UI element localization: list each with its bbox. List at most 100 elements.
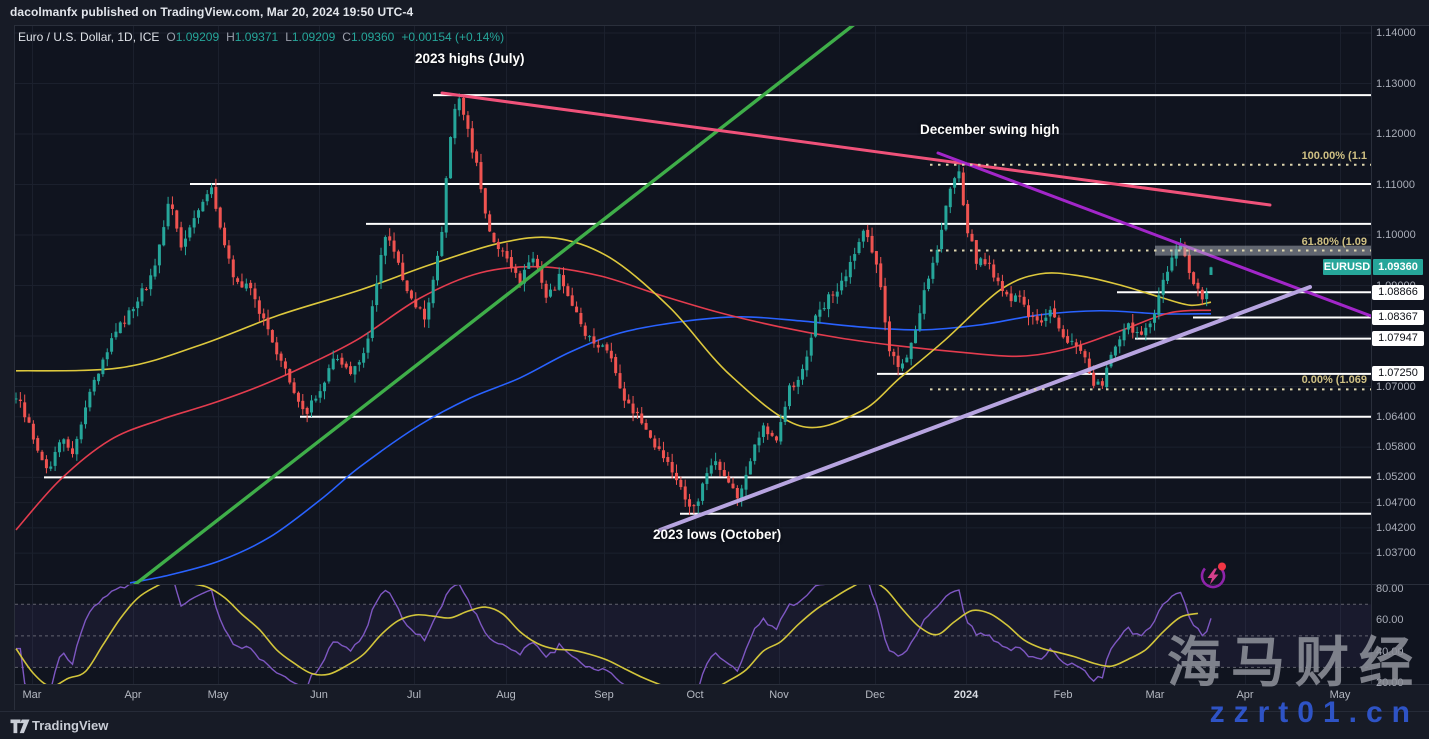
candle-body	[766, 426, 770, 435]
candle-body	[679, 479, 683, 488]
lavender-support[interactable]	[658, 285, 1312, 532]
candle-body	[453, 108, 457, 139]
time-axis-tick[interactable]: Jul	[406, 689, 422, 701]
price-axis-tick[interactable]: 1.05800	[1376, 441, 1416, 454]
candle-body	[1192, 272, 1196, 285]
time-axis-tick[interactable]: May	[207, 689, 229, 701]
candle-body	[609, 350, 613, 359]
magenta-december-slope[interactable]	[936, 151, 1371, 318]
candle-body	[409, 290, 413, 299]
candle-body	[501, 250, 505, 252]
time-axis-tick[interactable]: Jun	[310, 689, 328, 701]
candle-body	[714, 461, 718, 466]
time-axis-tick[interactable]: 2024	[953, 689, 979, 701]
candle-body	[509, 257, 513, 269]
price-axis-tick[interactable]: 1.03700	[1376, 547, 1416, 560]
price-level-label[interactable]: 1.07250	[1372, 366, 1424, 382]
candle-body	[479, 162, 483, 190]
price-axis-tick[interactable]: 1.11000	[1376, 178, 1415, 191]
time-axis-tick[interactable]: Dec	[865, 689, 885, 701]
candle-body	[405, 280, 409, 292]
candle-body	[718, 461, 722, 471]
fib-level-label: 100.00% (1.1	[1301, 149, 1367, 162]
candle-body	[496, 241, 500, 250]
time-axis-tick[interactable]: Feb	[1053, 689, 1073, 701]
candle-body	[466, 115, 470, 129]
candle-body	[1079, 345, 1083, 351]
time-axis-tick[interactable]: Nov	[769, 689, 789, 701]
rsi-axis-tick[interactable]: 80.00	[1376, 582, 1404, 595]
price-axis-tick[interactable]: 1.12000	[1376, 128, 1416, 140]
time-axis-tick[interactable]: Oct	[686, 689, 704, 701]
chart-annotation[interactable]: 2023 lows (October)	[653, 527, 782, 542]
price-axis-tick[interactable]: 1.04200	[1376, 521, 1416, 534]
symbol-legend[interactable]: Euro / U.S. Dollar, 1D, ICE O1.09209 H1.09…	[18, 30, 504, 44]
rsi-axis-tick[interactable]: 20.00	[1376, 677, 1404, 690]
chart-annotation[interactable]: 2023 highs (July)	[415, 51, 525, 66]
candle-body	[909, 342, 913, 359]
time-axis-tick[interactable]: Apr	[124, 689, 142, 701]
publish-info: dacolmanfx published on TradingView.com,…	[10, 5, 414, 19]
candle-body	[535, 258, 539, 268]
candle-body	[992, 264, 996, 278]
candle-body	[996, 277, 1000, 282]
candle-body	[892, 351, 896, 357]
price-axis-tick[interactable]: 1.06400	[1376, 410, 1416, 423]
price-level-label[interactable]: 1.08367	[1372, 309, 1424, 325]
flash-publish-icon[interactable]	[1198, 559, 1230, 591]
time-axis-tick[interactable]: Aug	[496, 689, 516, 701]
candle-body	[296, 392, 300, 402]
time-axis-tick[interactable]: Apr	[1236, 689, 1254, 701]
chart-annotation[interactable]: December swing high	[920, 122, 1060, 137]
price-level-label[interactable]: 1.08866	[1372, 284, 1424, 300]
time-axis-tick[interactable]: Mar	[1145, 689, 1165, 701]
candle-body	[783, 406, 787, 423]
candle-body	[570, 295, 574, 306]
candle-body	[149, 275, 153, 290]
candle-body	[562, 275, 566, 287]
candle-body	[475, 151, 479, 163]
candle-body	[492, 232, 496, 243]
candle-body	[309, 400, 313, 413]
candle-body	[944, 205, 948, 230]
price-axis-tick[interactable]: 1.07000	[1376, 380, 1416, 393]
candle-body	[23, 402, 27, 418]
time-axis-tick[interactable]: Mar	[22, 689, 42, 701]
fib-zone-box[interactable]	[1155, 245, 1371, 256]
green-major-uptrend[interactable]	[132, 16, 865, 586]
candle-body	[614, 356, 618, 374]
candle-body	[1131, 322, 1135, 333]
price-axis-tick[interactable]: 1.13000	[1376, 77, 1416, 90]
price-axis-tick[interactable]: 1.14000	[1376, 27, 1416, 39]
ohlc-label: H	[226, 30, 235, 44]
candle-body	[1157, 295, 1161, 315]
candle-body	[1170, 257, 1174, 271]
price-level-label[interactable]: 1.07947	[1372, 331, 1424, 347]
time-axis-tick[interactable]: Sep	[594, 689, 614, 701]
price-axis-tick[interactable]: 1.04700	[1376, 496, 1416, 509]
candle-body	[49, 466, 53, 469]
price-axis-tick[interactable]: 1.10000	[1376, 229, 1416, 241]
time-axis-tick[interactable]: May	[1329, 689, 1351, 701]
price-axis-tick[interactable]: 1.05200	[1376, 471, 1416, 484]
candle-body	[266, 317, 270, 330]
candle-body	[644, 423, 648, 430]
chart-pane-background[interactable]	[14, 25, 1429, 685]
candle-body	[540, 268, 544, 283]
pink-descending-highs[interactable]	[440, 91, 1272, 207]
rsi-axis-tick[interactable]: 60.00	[1376, 614, 1404, 627]
watermark-url: zzrt01.cn	[1209, 696, 1419, 729]
candle-body	[53, 451, 57, 466]
candle-body	[162, 227, 166, 246]
candle-body	[879, 263, 883, 288]
rsi-axis-tick[interactable]: 40.00	[1376, 645, 1404, 658]
candle-body	[253, 288, 257, 300]
candle-body	[101, 359, 105, 375]
candle-body	[157, 244, 161, 266]
ohlc-value: 1.09209	[291, 30, 336, 44]
candle-body	[835, 291, 839, 297]
tradingview-logo-icon[interactable]	[10, 719, 30, 734]
candle-body	[223, 227, 227, 246]
tradingview-brand-text[interactable]: TradingView	[32, 718, 109, 733]
